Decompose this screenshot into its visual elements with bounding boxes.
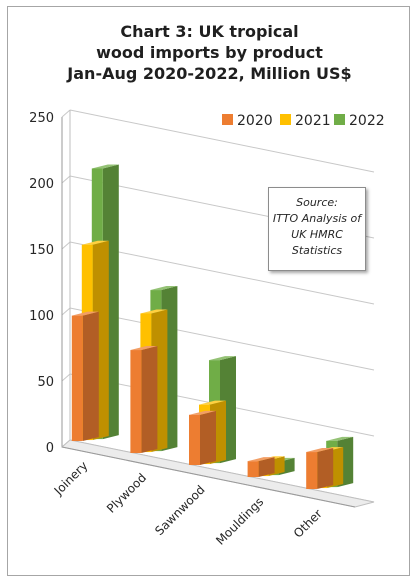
gridline-side <box>61 307 71 316</box>
bar-top <box>140 309 168 314</box>
y-tick-label: 250 <box>29 111 54 126</box>
bar-top <box>306 448 334 453</box>
bar-side <box>200 410 216 466</box>
gridline-side <box>61 175 71 184</box>
bar <box>306 452 318 490</box>
bar <box>71 315 83 442</box>
chart-title-line-2: wood imports by product <box>96 43 323 62</box>
bar-side <box>82 311 99 442</box>
category-label: Mouldings <box>213 495 266 548</box>
bar <box>247 461 259 478</box>
bar-top <box>189 410 216 415</box>
gridline-side <box>61 373 71 382</box>
gridline-side <box>61 109 71 118</box>
chart-title-line-3: Jan-Aug 2020-2022, Million US$ <box>67 64 352 83</box>
chart-title: Chart 3: UK tropical wood imports by pro… <box>8 21 411 84</box>
legend-label: 2022 <box>349 113 385 129</box>
bar-top <box>150 286 178 291</box>
legend-swatch <box>334 114 345 125</box>
gridline <box>69 307 375 371</box>
y-tick-label: 200 <box>29 177 54 192</box>
source-note-line-3: UK HMRC <box>291 228 343 241</box>
bar <box>130 350 142 454</box>
bar-top <box>71 311 99 316</box>
category-axis <box>61 446 356 508</box>
bar <box>189 414 200 466</box>
y-tick-label: 100 <box>29 309 54 324</box>
bar-side <box>317 448 334 490</box>
category-label: Sawnwood <box>152 483 208 539</box>
source-note: Source: ITTO Analysis of UK HMRC Statist… <box>268 187 366 271</box>
category-label: Joinery <box>51 459 91 499</box>
gridline <box>69 109 375 173</box>
category-label: Plywood <box>104 471 149 516</box>
source-note-line-4: Statistics <box>291 244 343 257</box>
bar-side <box>258 457 275 478</box>
legend-label: 2021 <box>295 113 331 129</box>
bar-top <box>130 346 158 351</box>
legend-swatch <box>222 114 233 125</box>
chart-title-line-1: Chart 3: UK tropical <box>120 22 299 41</box>
bar-top <box>209 356 236 361</box>
gridline-side <box>61 241 71 250</box>
bar-side <box>141 346 158 454</box>
bar-top <box>81 240 109 245</box>
chart-frame: Chart 3: UK tropical wood imports by pro… <box>7 6 410 576</box>
y-tick-label: 150 <box>29 243 54 258</box>
legend-swatch <box>280 114 291 125</box>
legend-label: 2020 <box>237 113 273 129</box>
source-note-line-2: ITTO Analysis of <box>272 212 362 225</box>
category-label: Other <box>291 507 325 541</box>
y-tick-label: 50 <box>37 375 54 390</box>
bar-top <box>91 164 119 169</box>
source-note-line-1: Source: <box>296 196 338 209</box>
bar-top <box>247 457 275 462</box>
y-tick-label: 0 <box>46 441 54 456</box>
bar-top <box>326 436 354 441</box>
gridline <box>69 241 375 305</box>
bar-top <box>199 400 226 405</box>
